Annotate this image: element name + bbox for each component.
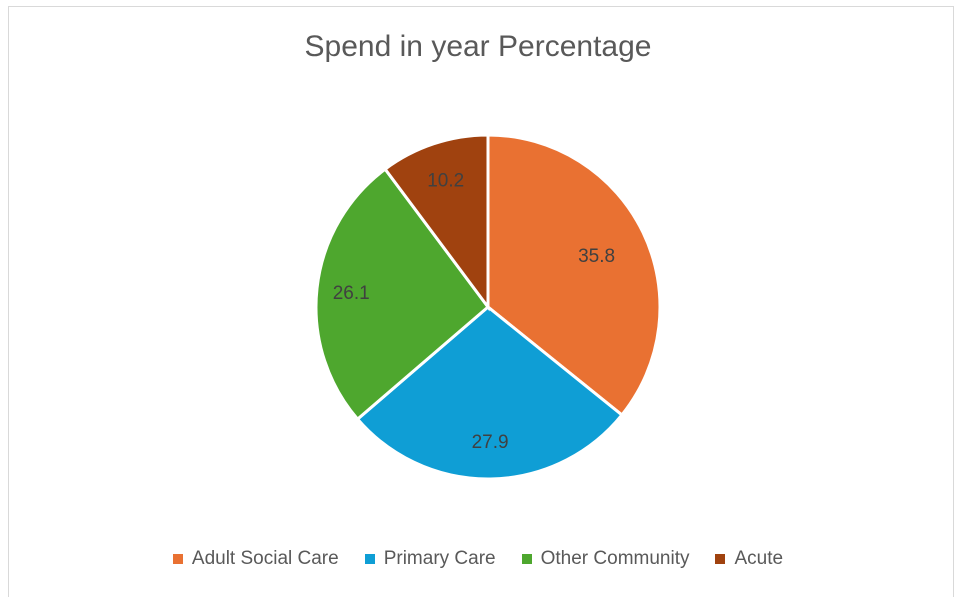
- legend-swatch: [715, 554, 726, 564]
- legend-swatch: [172, 554, 183, 564]
- legend-item-adult-social-care: Adult Social Care: [172, 548, 339, 570]
- legend-label: Adult Social Care: [191, 548, 339, 569]
- data-label-acute: 10.2: [427, 171, 464, 192]
- data-label-other-community: 26.1: [333, 283, 370, 304]
- legend-swatch: [521, 554, 532, 564]
- legend-item-other-community: Other Community: [521, 548, 690, 570]
- pie-slice-primary-care: [355, 305, 625, 481]
- legend: Adult Social Care Primary Care Other Commu…: [0, 548, 956, 570]
- legend-label: Other Community: [540, 548, 690, 569]
- data-label-adult-social-care: 35.8: [578, 246, 615, 267]
- pie-slice-acute: [383, 133, 490, 312]
- pie-slice-adult-social-care: [486, 133, 662, 418]
- legend-label: Acute: [734, 548, 784, 569]
- legend-label: Primary Care: [383, 548, 496, 569]
- legend-swatch: [364, 554, 375, 564]
- data-label-primary-care: 27.9: [472, 432, 509, 453]
- chart-title: Spend in year Percentage: [304, 30, 652, 63]
- legend-item-primary-care: Primary Care: [364, 548, 496, 570]
- legend-item-acute: Acute: [715, 548, 783, 570]
- pie-slice-other-community: [314, 167, 491, 422]
